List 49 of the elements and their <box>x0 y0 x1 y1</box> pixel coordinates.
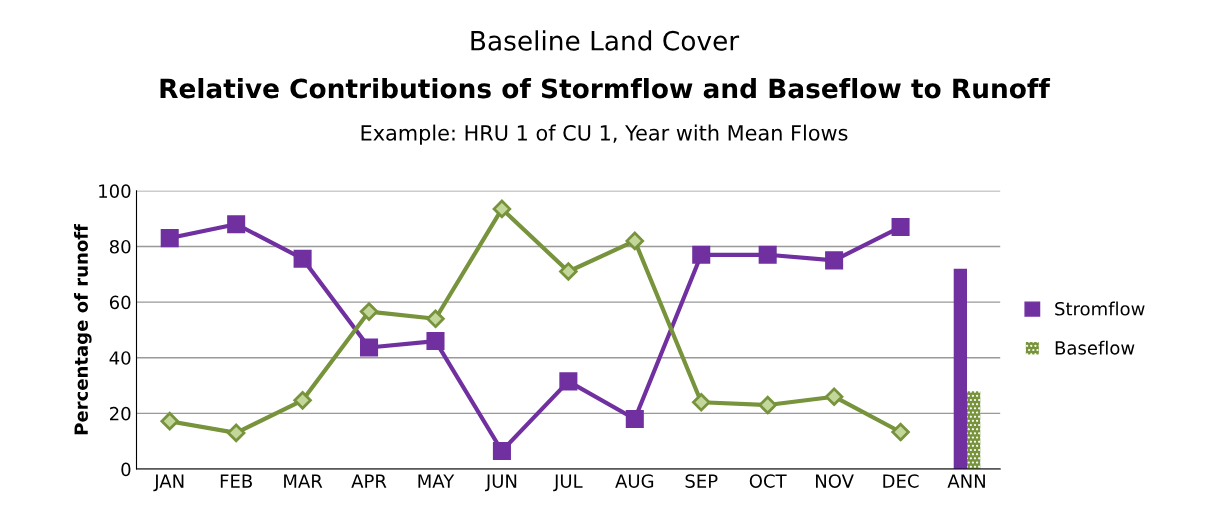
point <box>359 302 379 321</box>
y-tick-label: 20 <box>109 406 131 421</box>
point <box>758 395 777 415</box>
y-tick-label: 0 <box>121 462 131 477</box>
point <box>293 391 312 410</box>
point <box>360 338 379 357</box>
legend-label: Baseflow <box>1055 340 1135 355</box>
point <box>227 215 246 234</box>
x-tick-label: APR <box>351 474 387 488</box>
point <box>625 231 645 251</box>
point <box>559 372 578 391</box>
point <box>226 423 246 443</box>
point <box>692 245 711 264</box>
x-tick-label: NOV <box>816 474 854 488</box>
x-tick-label: JUN <box>484 474 517 492</box>
x-tick-label: SEP <box>685 474 718 488</box>
x-tick-label: ANN <box>947 474 985 488</box>
point <box>160 411 179 431</box>
point <box>891 217 910 236</box>
x-tick-label: JAN <box>153 474 184 492</box>
point <box>825 251 844 270</box>
y-tick-label: 100 <box>99 184 131 198</box>
point <box>492 441 511 460</box>
y-tick-label: 80 <box>109 239 131 254</box>
text: Example: HRU 1 of CU 1, Year with Mean Flows <box>361 124 848 145</box>
point <box>824 387 844 406</box>
point <box>426 332 445 351</box>
chart-subtitle: Relative Contributions of Stormflow and Baseflow to Runoff <box>160 78 1051 99</box>
point <box>891 422 910 442</box>
x-tick-label: JUL <box>553 474 583 492</box>
point <box>293 249 312 268</box>
x-tick-label: MAY <box>418 474 455 488</box>
y-axis-title: Percentage of runoff <box>74 223 92 435</box>
x-tick-label: AUG <box>615 474 654 488</box>
y-tick-label: 60 <box>109 295 131 310</box>
chart-title: Baseline Land Cover <box>471 30 740 51</box>
point <box>492 199 512 219</box>
point <box>160 229 179 248</box>
point <box>426 309 445 329</box>
legend-label: Stromflow <box>1055 301 1145 316</box>
point <box>625 409 644 428</box>
y-tick-label: 40 <box>109 351 131 365</box>
x-tick-label: MAR <box>284 474 323 488</box>
x-tick-label: FEB <box>220 474 252 488</box>
x-tick-label: DEC <box>883 474 919 488</box>
x-tick-label: OCT <box>749 474 787 488</box>
point <box>758 245 777 264</box>
point <box>559 262 578 281</box>
point <box>692 393 711 412</box>
